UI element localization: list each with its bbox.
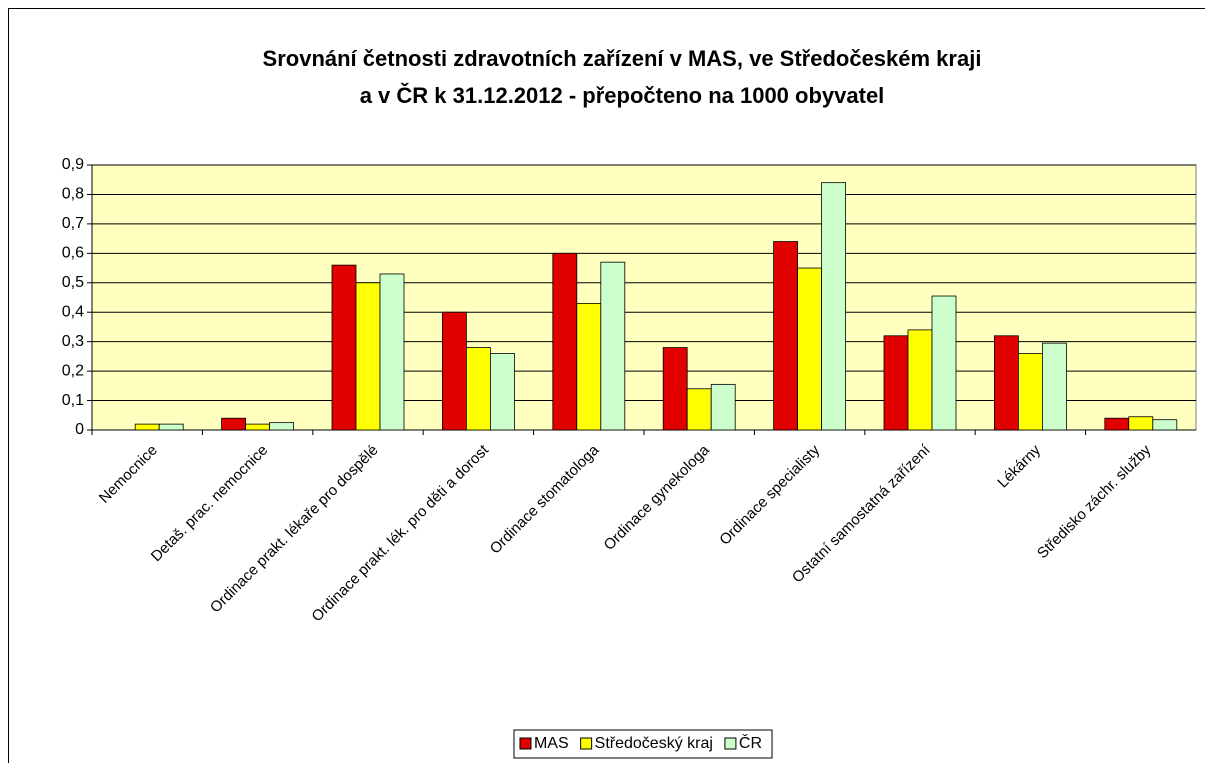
bar [576, 302, 602, 431]
bar [994, 335, 1019, 431]
bar [797, 267, 822, 431]
bar [269, 422, 295, 431]
bar [907, 329, 933, 431]
bar [931, 295, 957, 431]
y-tick-label: 0,4 [62, 303, 84, 320]
bar [158, 423, 184, 431]
bar [221, 417, 247, 431]
legend-swatch [519, 737, 532, 750]
bar [662, 347, 688, 431]
legend-swatch [580, 737, 593, 750]
bar [1104, 417, 1130, 431]
y-tick-label: 0,3 [62, 333, 84, 350]
y-tick-label: 0 [75, 421, 84, 438]
legend-label: Středočeský kraj [595, 735, 713, 752]
y-tick-label: 0,5 [62, 274, 84, 291]
bar [489, 353, 515, 431]
bar [1042, 342, 1067, 431]
bar [245, 423, 271, 431]
bar [331, 264, 357, 431]
y-tick-label: 0,9 [62, 156, 84, 173]
bar [441, 311, 467, 431]
bar [134, 423, 160, 431]
bar [1152, 419, 1178, 431]
bar [1018, 353, 1043, 431]
bar [552, 252, 578, 431]
bar [600, 261, 626, 431]
bar [686, 388, 712, 431]
bar [379, 273, 405, 431]
y-tick-label: 0,8 [62, 186, 84, 203]
bar [821, 182, 846, 431]
y-tick-label: 0,2 [62, 362, 84, 379]
legend-label: MAS [534, 735, 569, 752]
bar [773, 241, 798, 431]
chart-title: a v ČR k 31.12.2012 - přepočteno na 1000… [360, 83, 885, 108]
bar [883, 335, 909, 431]
y-tick-label: 0,1 [62, 392, 84, 409]
legend-label: ČR [739, 733, 762, 752]
chart-title: Srovnání četnosti zdravotních zařízení v… [263, 46, 982, 71]
bar [355, 282, 381, 431]
legend: MAS Středočeský kraj ČR [513, 729, 773, 759]
bar [710, 383, 736, 431]
y-tick-label: 0,7 [62, 215, 84, 232]
bar [1128, 416, 1154, 431]
legend-swatch [724, 737, 737, 750]
bar [465, 347, 491, 431]
y-tick-label: 0,6 [62, 245, 84, 262]
